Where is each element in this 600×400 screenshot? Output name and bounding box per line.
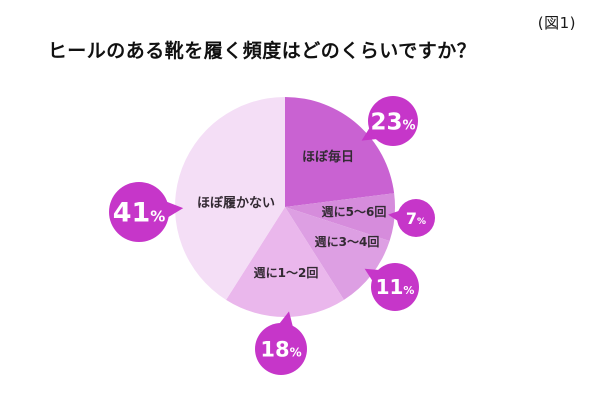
callout-value-0: 23% bbox=[370, 109, 415, 135]
callout-bubble-0 bbox=[368, 96, 418, 146]
slice-label-2: 週に3〜4回 bbox=[315, 234, 380, 249]
pie-slice-2 bbox=[285, 207, 390, 300]
figure-label: (図1) bbox=[537, 14, 576, 32]
callout-bubble-3 bbox=[255, 323, 307, 375]
callout-value-4: 41% bbox=[113, 198, 166, 229]
pie-slice-3 bbox=[226, 207, 344, 318]
callout-bubble-1 bbox=[397, 199, 435, 237]
slice-label-3: 週に1〜2回 bbox=[254, 265, 319, 280]
slice-label-4: ほぼ履かない bbox=[197, 196, 275, 211]
pie-slice-4 bbox=[174, 96, 285, 300]
callout-bubble-2 bbox=[371, 263, 419, 311]
slice-label-0: ほぼ毎日 bbox=[302, 149, 354, 165]
pie-slice-0 bbox=[285, 97, 395, 207]
slice-label-1: 週に5〜6回 bbox=[322, 204, 387, 219]
callout-value-3: 18% bbox=[260, 338, 301, 362]
pie-slice-1 bbox=[285, 193, 395, 241]
callout-bubble-4 bbox=[109, 182, 169, 242]
callout-value-2: 11% bbox=[376, 275, 415, 299]
callout-value-1: 7% bbox=[406, 209, 426, 228]
chart-title: ヒールのある靴を履く頻度はどのくらいですか？ bbox=[47, 40, 477, 62]
